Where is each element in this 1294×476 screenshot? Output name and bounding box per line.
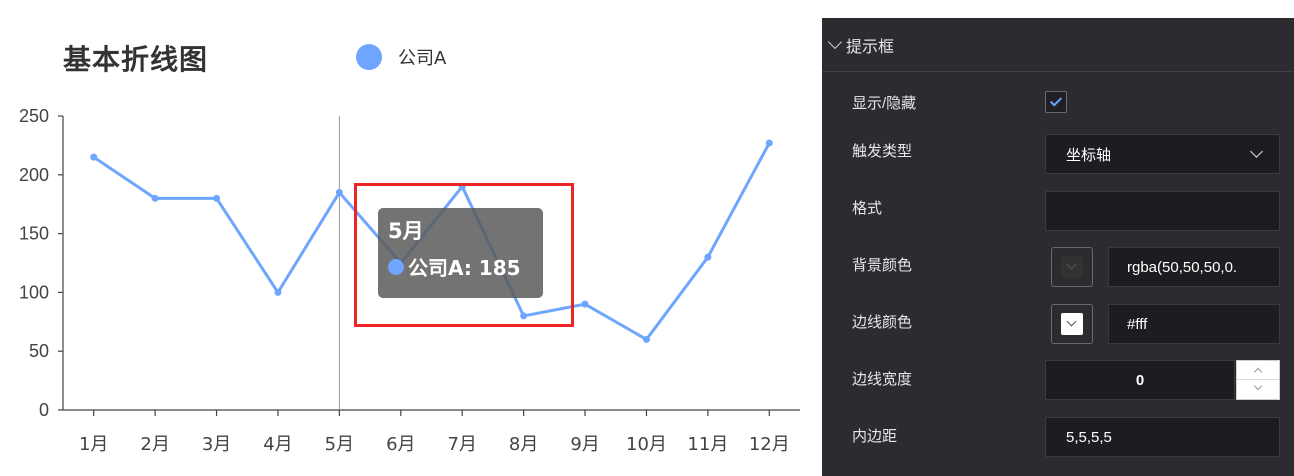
data-point bbox=[643, 336, 650, 343]
format-input[interactable] bbox=[1045, 191, 1280, 231]
y-tick-label: 150 bbox=[19, 224, 49, 244]
y-tick-label: 0 bbox=[39, 400, 49, 420]
border-width-label: 边线宽度 bbox=[852, 368, 912, 389]
panel-top-strip bbox=[822, 0, 1294, 18]
x-tick-label: 11月 bbox=[687, 434, 728, 455]
section-title: 提示框 bbox=[846, 33, 894, 57]
x-tick-label: 7月 bbox=[447, 434, 476, 455]
trigger-type-label: 触发类型 bbox=[852, 140, 912, 161]
x-tick-label: 9月 bbox=[570, 434, 599, 455]
chevron-down-icon bbox=[828, 34, 842, 48]
data-point bbox=[766, 140, 773, 147]
padding-input[interactable]: 5,5,5,5 bbox=[1045, 417, 1280, 457]
section-header-tooltip[interactable]: 提示框 bbox=[822, 18, 1294, 72]
trigger-type-value: 坐标轴 bbox=[1066, 144, 1111, 165]
bg-color-preview bbox=[1061, 256, 1083, 278]
data-point bbox=[213, 195, 220, 202]
y-tick-label: 250 bbox=[19, 106, 49, 126]
border-width-stepper[interactable] bbox=[1236, 360, 1280, 400]
data-point bbox=[90, 154, 97, 161]
border-color-swatch[interactable] bbox=[1051, 304, 1093, 344]
x-tick-label: 8月 bbox=[509, 434, 538, 455]
chart-area: 基本折线图 公司A 0 50 100 150 200 250 1月 2月 3月 4月 5月 6月 7月 8… bbox=[0, 0, 822, 476]
chevron-down-icon bbox=[1067, 317, 1077, 327]
bg-color-label: 背景颜色 bbox=[852, 254, 912, 275]
y-tick-label: 50 bbox=[29, 341, 49, 361]
bg-color-swatch[interactable] bbox=[1051, 247, 1093, 287]
padding-label: 内边距 bbox=[852, 425, 897, 446]
data-point bbox=[336, 189, 343, 196]
format-label: 格式 bbox=[852, 197, 882, 218]
x-tick-label: 1月 bbox=[79, 434, 108, 455]
border-color-preview bbox=[1061, 313, 1083, 335]
border-color-label: 边线颜色 bbox=[852, 311, 912, 332]
border-width-input[interactable]: 0 bbox=[1045, 360, 1235, 400]
x-tick-label: 12月 bbox=[749, 434, 790, 455]
y-tick-label: 100 bbox=[19, 282, 49, 302]
stepper-increment-button[interactable] bbox=[1237, 361, 1279, 380]
data-point bbox=[274, 289, 281, 296]
show-hide-label: 显示/隐藏 bbox=[852, 92, 916, 113]
data-point bbox=[152, 195, 159, 202]
chevron-up-icon bbox=[1254, 368, 1262, 376]
check-icon bbox=[1050, 94, 1062, 106]
data-point bbox=[704, 254, 711, 261]
chevron-down-icon bbox=[1254, 382, 1262, 390]
data-point bbox=[582, 301, 589, 308]
y-tick-label: 200 bbox=[19, 165, 49, 185]
x-tick-label: 4月 bbox=[263, 434, 292, 455]
border-color-input[interactable]: #fff bbox=[1108, 304, 1280, 344]
x-tick-label: 2月 bbox=[140, 434, 169, 455]
x-tick-label: 10月 bbox=[626, 434, 667, 455]
show-hide-checkbox[interactable] bbox=[1045, 91, 1067, 113]
stepper-decrement-button[interactable] bbox=[1237, 380, 1279, 399]
settings-panel: 提示框 显示/隐藏 触发类型 坐标轴 格式 背景颜色 rgba(50,50,50… bbox=[822, 0, 1294, 476]
trigger-type-select[interactable]: 坐标轴 bbox=[1045, 134, 1280, 174]
bg-color-input[interactable]: rgba(50,50,50,0. bbox=[1108, 247, 1280, 287]
x-tick-label: 6月 bbox=[386, 434, 415, 455]
chevron-down-icon bbox=[1250, 145, 1263, 158]
x-tick-label: 3月 bbox=[202, 434, 231, 455]
chevron-down-icon bbox=[1067, 260, 1077, 270]
x-tick-label: 5月 bbox=[325, 434, 354, 455]
annotation-highlight-box bbox=[354, 183, 574, 327]
